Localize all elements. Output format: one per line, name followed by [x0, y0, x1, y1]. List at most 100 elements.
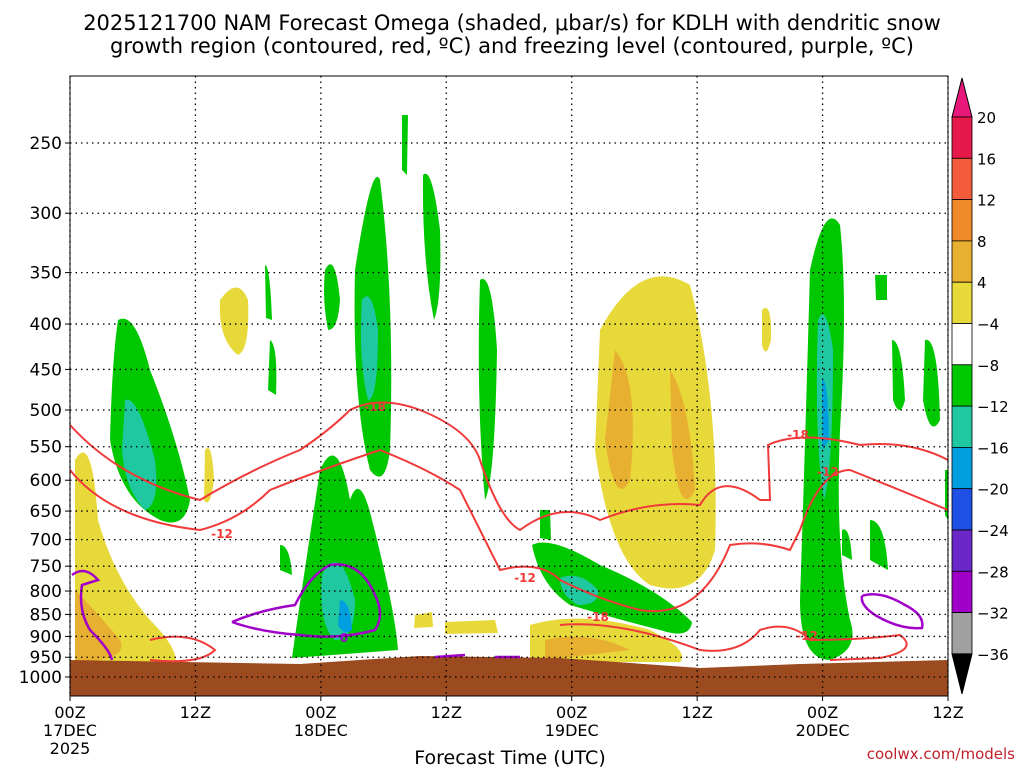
- omega-green-region: [923, 339, 940, 427]
- red-contour-label: -12: [211, 527, 233, 541]
- y-tick-label: 600: [30, 471, 62, 491]
- purple-contour-label: 0: [340, 631, 348, 645]
- omega-green-region: [422, 173, 441, 320]
- colorbar-bottom-arrow: [951, 653, 973, 695]
- colorbar-label: 12: [977, 192, 996, 210]
- omega-yellow-region: [445, 620, 498, 634]
- omega-teal-region: [560, 575, 599, 605]
- y-tick-label: 1000: [19, 668, 62, 688]
- colorbar-swatch: [951, 240, 973, 283]
- y-tick-label: 400: [30, 315, 62, 335]
- colorbar: 20 16 12 8 4 −4 −8 −12 −16 −20 −24 −28 −32 −36: [951, 77, 1009, 695]
- colorbar-swatch: [951, 199, 973, 242]
- y-tick-label: 450: [30, 360, 62, 380]
- y-tick-label: 800: [30, 582, 62, 602]
- omega-yellow-region: [219, 287, 249, 355]
- chart-title-line1: 2025121700 NAM Forecast Omega (shaded, μ…: [83, 11, 941, 35]
- x-tick-label: 12Z: [180, 703, 211, 722]
- red-contour-label: -18: [587, 610, 609, 624]
- y-tick-label: 250: [30, 134, 62, 154]
- colorbar-swatch: [951, 529, 973, 572]
- omega-orange-region: [605, 350, 633, 489]
- colorbar-label: −20: [977, 481, 1009, 499]
- colorbar-swatch: [951, 488, 973, 531]
- colorbar-swatch: [951, 364, 973, 407]
- omega-teal-region: [360, 296, 378, 400]
- omega-green-region: [875, 275, 887, 300]
- colorbar-label: −36: [977, 646, 1009, 664]
- colorbar-label: −24: [977, 522, 1009, 540]
- colorbar-label: −12: [977, 398, 1009, 416]
- y-tick-label: 850: [30, 605, 62, 625]
- red-contour-label: -18: [787, 428, 809, 442]
- colorbar-swatch: [951, 405, 973, 448]
- y-tick-label: 500: [30, 401, 62, 421]
- grid-lines: [69, 76, 949, 696]
- x-date-label: 18DEC: [294, 721, 348, 740]
- omega-blue-region: [822, 379, 829, 450]
- omega-green-region: [870, 520, 888, 570]
- omega-green-region: [265, 265, 272, 320]
- omega-orange-region: [75, 590, 122, 662]
- x-date-label: 19DEC: [545, 721, 599, 740]
- x-tick-label: 12Z: [681, 703, 712, 722]
- colorbar-label: −28: [977, 563, 1009, 581]
- y-tick-label: 550: [30, 438, 62, 458]
- omega-green-region: [892, 340, 905, 410]
- credit-text: coolwx.com/models: [867, 745, 1015, 763]
- red-contour-line: [69, 401, 949, 532]
- colorbar-swatch: [951, 570, 973, 613]
- colorbar-swatch: [951, 116, 973, 159]
- omega-green-region: [478, 278, 497, 500]
- red-temperature-contours: [69, 401, 949, 663]
- y-tick-label: 300: [30, 204, 62, 224]
- colorbar-top-arrow: [951, 77, 973, 118]
- purple-contour-line: [71, 569, 114, 661]
- omega-yellow-region: [75, 452, 176, 665]
- omega-green-region: [842, 529, 852, 560]
- colorbar-label: 20: [977, 109, 996, 127]
- purple-contour-line: [860, 593, 924, 630]
- omega-orange-region: [670, 370, 695, 499]
- red-contour-label: -12: [514, 571, 536, 585]
- colorbar-swatch: [951, 323, 973, 366]
- omega-green-region: [268, 340, 277, 395]
- y-tick-label: 650: [30, 502, 62, 522]
- colorbar-label: 8: [977, 233, 987, 251]
- omega-yellow-region: [414, 612, 433, 628]
- colorbar-label: −32: [977, 605, 1009, 623]
- x-date-label: 20DEC: [796, 721, 850, 740]
- colorbar-label: 16: [977, 150, 996, 168]
- y-tick-label: 950: [30, 648, 62, 668]
- y-tick-label: 750: [30, 557, 62, 577]
- colorbar-label: 4: [977, 274, 987, 292]
- red-contour-line: [69, 448, 949, 613]
- colorbar-swatch: [951, 612, 973, 655]
- x-tick-label: 00Z: [54, 703, 85, 722]
- x-tick-label: 12Z: [431, 703, 462, 722]
- x-date-label: 17DEC: [43, 721, 97, 740]
- colorbar-label: −16: [977, 439, 1009, 457]
- x-year-label: 2025: [50, 739, 91, 758]
- purple-contour-line: [231, 563, 382, 638]
- y-axis: 2503003504004505005506006507007508008509…: [19, 134, 70, 688]
- x-tick-label: 00Z: [305, 703, 336, 722]
- omega-yellow-region: [204, 448, 214, 503]
- omega-green-region: [292, 455, 398, 658]
- omega-yellow-region: [595, 276, 716, 589]
- omega-green-region: [324, 264, 340, 330]
- colorbar-swatch: [951, 157, 973, 201]
- ground-terrain: [70, 656, 948, 696]
- omega-orange-region: [545, 636, 630, 660]
- x-tick-label: 00Z: [556, 703, 587, 722]
- omega-green-region: [402, 115, 408, 175]
- omega-green-region: [280, 545, 292, 575]
- red-contour-line: [149, 635, 217, 663]
- plot-frame: [69, 75, 949, 697]
- y-tick-label: 350: [30, 264, 62, 284]
- chart-title-line2: growth region (contoured, red, ºC) and f…: [110, 34, 914, 58]
- x-tick-label: 00Z: [807, 703, 838, 722]
- omega-green-region: [945, 470, 948, 520]
